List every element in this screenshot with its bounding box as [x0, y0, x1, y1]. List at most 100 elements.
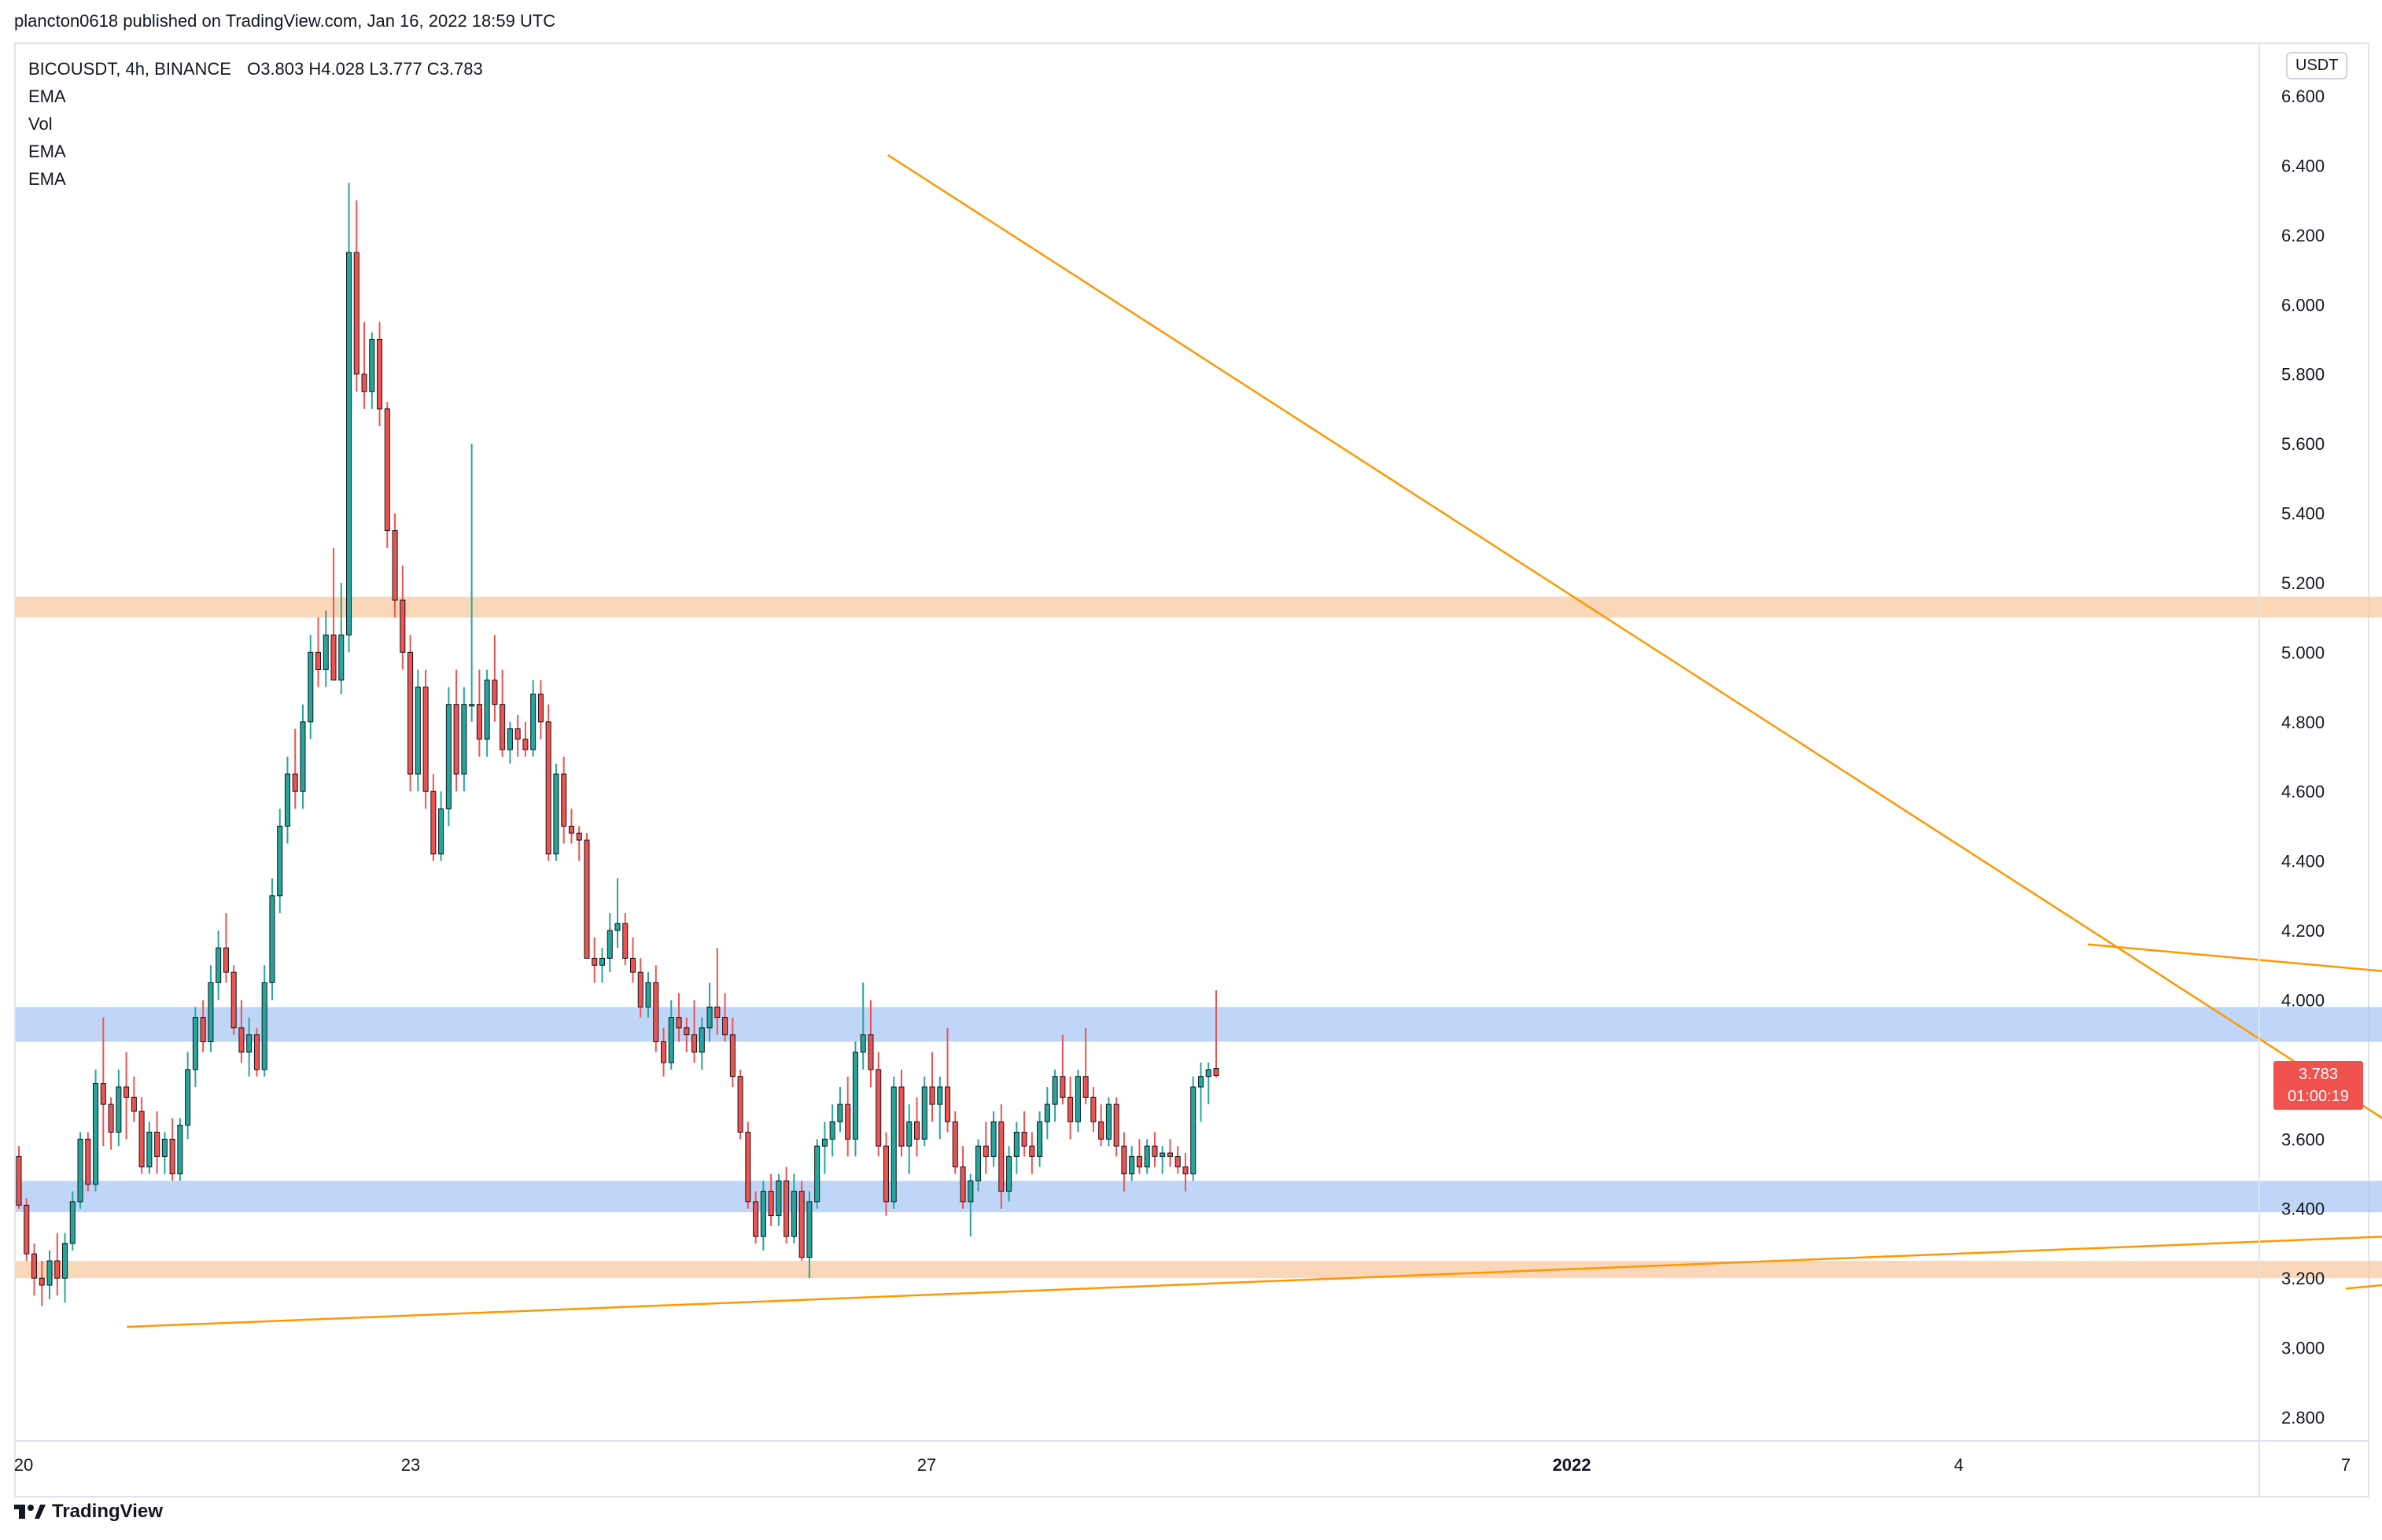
candle-body: [876, 1069, 882, 1147]
candle-body: [921, 1086, 927, 1140]
legend-indicator-ema[interactable]: EMA: [28, 87, 66, 106]
candle-body: [1037, 1121, 1043, 1157]
candle-body: [1129, 1155, 1135, 1175]
candle-body: [714, 1006, 721, 1019]
candle-body: [277, 825, 283, 897]
candle-body: [253, 1034, 260, 1070]
candles-layer: [16, 182, 1219, 1306]
candle-body: [622, 923, 629, 959]
candle-body: [85, 1138, 91, 1185]
candle-body: [945, 1086, 951, 1122]
candle-body: [983, 1145, 989, 1157]
legend-indicator-ema[interactable]: EMA: [28, 169, 66, 189]
candle-body: [607, 930, 613, 959]
candle-body: [323, 634, 329, 670]
candle-body: [784, 1180, 790, 1237]
candle-body: [845, 1103, 851, 1140]
candle-body: [230, 971, 237, 1029]
last-price-value: 3.783: [2298, 1066, 2339, 1083]
candle-body: [576, 832, 582, 841]
candle-body: [821, 1138, 828, 1147]
candle-body: [131, 1096, 137, 1112]
resistance-zone: [16, 596, 2382, 618]
candle-body: [1205, 1069, 1211, 1078]
resistance-zone: [16, 1261, 2382, 1279]
candle-body: [1160, 1152, 1166, 1157]
candle-body: [154, 1131, 160, 1157]
time-axis: 202327202247101317202427Feb47: [14, 1440, 2368, 1475]
candle-body: [1090, 1096, 1097, 1122]
candle-body: [484, 680, 490, 740]
price-tick-label: 3.400: [2281, 1199, 2325, 1219]
candle-body: [1174, 1155, 1181, 1168]
candle-body: [54, 1260, 61, 1279]
candle-body: [584, 839, 590, 959]
legend-symbol[interactable]: BICOUSDT, 4h, BINANCE: [28, 59, 231, 79]
candle-body: [883, 1145, 889, 1203]
candle-body: [46, 1260, 53, 1286]
candle-body: [753, 1201, 759, 1237]
candle-body: [653, 982, 659, 1043]
legend-indicator-vol[interactable]: Vol: [28, 114, 53, 134]
candle-body: [177, 1125, 183, 1175]
price-tick-label: 6.400: [2281, 156, 2325, 175]
currency-selector[interactable]: USDT: [2286, 52, 2348, 79]
candle-body: [146, 1131, 153, 1168]
candle-body: [868, 1034, 874, 1070]
price-tick-label: 4.400: [2281, 852, 2325, 871]
candle-body: [392, 530, 398, 601]
publish-attribution: plancton0618 published on TradingView.co…: [14, 11, 556, 31]
candle-body: [668, 1017, 674, 1063]
candle-body: [990, 1121, 997, 1157]
trendline: [887, 154, 2382, 1119]
candle-body: [890, 1086, 897, 1203]
candle-body: [300, 721, 306, 792]
candle-body: [514, 728, 521, 740]
tradingview-brand[interactable]: TradingView: [14, 1501, 163, 1523]
candle-body: [192, 1017, 198, 1070]
price-tick-label: 6.200: [2281, 226, 2325, 245]
candle-body: [292, 773, 298, 792]
candle-body: [530, 693, 537, 750]
time-tick-label: 27: [917, 1455, 936, 1475]
candle-body: [852, 1052, 858, 1140]
candle-body: [138, 1111, 145, 1168]
candle-body: [208, 982, 214, 1043]
legend-indicator-ema[interactable]: EMA: [28, 142, 66, 161]
candle-body: [308, 651, 314, 723]
candle-body: [124, 1086, 130, 1098]
candle-body: [361, 374, 367, 392]
price-tick-label: 2.800: [2281, 1408, 2325, 1428]
candle-body: [913, 1121, 920, 1140]
trendline: [127, 1236, 2382, 1328]
candle-body: [16, 1155, 22, 1206]
price-tick-label: 3.600: [2281, 1129, 2325, 1149]
candle-body: [1113, 1103, 1119, 1147]
candle-body: [599, 957, 606, 966]
candle-body: [776, 1180, 782, 1217]
time-tick-label: 4: [1954, 1455, 1963, 1475]
candle-body: [185, 1069, 191, 1126]
candle-body: [522, 739, 529, 750]
time-tick-label: 7: [2341, 1455, 2351, 1475]
candle-body: [1067, 1096, 1074, 1122]
candle-body: [100, 1083, 106, 1105]
candle-body: [1121, 1145, 1127, 1175]
price-tick-label: 5.600: [2281, 434, 2325, 454]
candle-body: [338, 634, 345, 681]
candle-body: [537, 693, 544, 723]
candle-body: [561, 773, 567, 827]
candle-body: [1213, 1068, 1219, 1076]
candle-body: [500, 704, 506, 750]
time-tick-label: 2022: [1553, 1455, 1591, 1475]
candle-body: [238, 1027, 245, 1053]
candle-body: [400, 599, 406, 653]
time-tick-label: 23: [401, 1455, 420, 1475]
candle-body: [369, 338, 375, 392]
support-zone: [16, 1007, 2382, 1042]
candle-body: [545, 721, 551, 855]
support-zone: [16, 1181, 2382, 1213]
price-tick-label: 5.800: [2281, 365, 2325, 385]
price-tick-label: 6.600: [2281, 87, 2325, 106]
